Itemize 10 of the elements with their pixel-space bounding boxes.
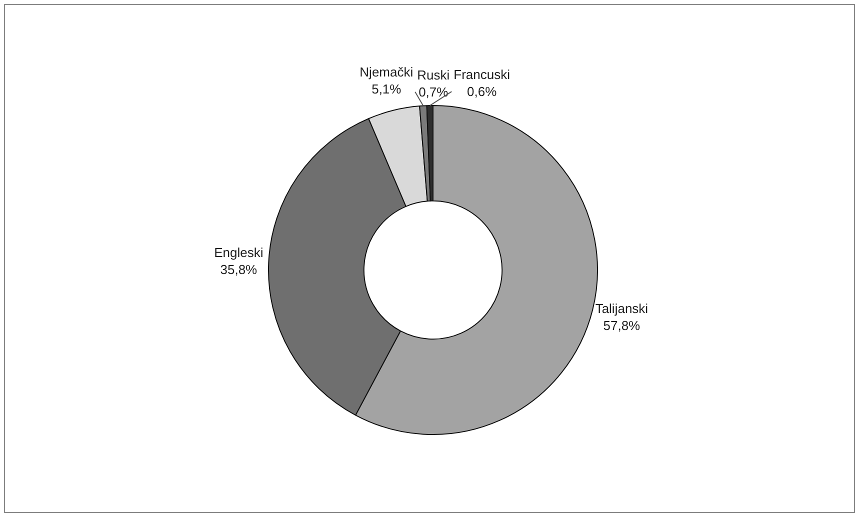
data-label: 35,8% <box>220 262 258 278</box>
slice-label: Francuski <box>454 67 510 82</box>
data-label: 0,7% <box>418 84 449 100</box>
data-label: 5,1% <box>372 82 402 97</box>
slice-label: Ruski <box>417 67 450 82</box>
data-label: 57,8% <box>603 318 641 333</box>
slice-label: Engleski <box>214 245 264 260</box>
slice-label: Talijanski <box>595 300 648 316</box>
slice-label: Njemački <box>360 64 414 80</box>
data-label: 0,6% <box>466 84 498 100</box>
